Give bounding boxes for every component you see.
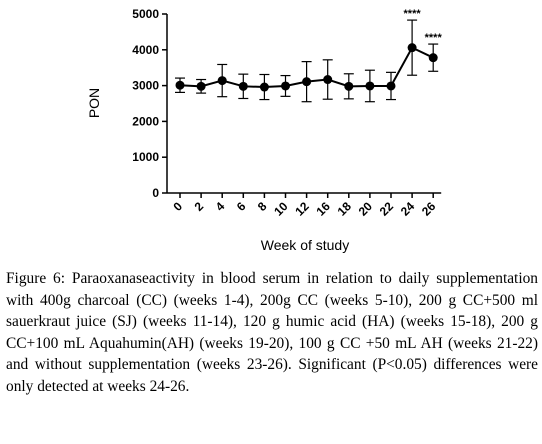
y-tick-label: 4000: [132, 43, 159, 57]
x-axis-title: Week of study: [261, 237, 349, 253]
data-point: [407, 43, 417, 53]
significance-marker: ****: [404, 8, 422, 20]
x-tick-label: 8: [255, 199, 270, 214]
data-point: [365, 81, 375, 91]
y-tick-label: 5000: [132, 7, 159, 21]
y-tick-label: 3000: [132, 79, 159, 93]
y-tick-label: 0: [152, 186, 159, 200]
data-point: [259, 82, 269, 92]
x-tick-label: 6: [234, 199, 249, 214]
x-tick-label: 20: [356, 199, 376, 219]
y-tick-label: 2000: [132, 114, 159, 128]
data-point: [175, 80, 185, 90]
figure-label: Figure 6:: [6, 270, 66, 287]
x-tick-label: 2: [192, 199, 207, 214]
data-point: [386, 81, 396, 91]
data-point: [428, 53, 438, 63]
x-tick-label: 18: [335, 199, 355, 219]
x-tick-label: 22: [377, 199, 397, 219]
figure-caption-text: Paraoxanaseactivity in blood serum in re…: [6, 270, 538, 395]
significance-marker: ****: [425, 32, 443, 44]
figure-caption: Figure 6: Paraoxanaseactivity in blood s…: [6, 268, 538, 397]
data-point: [238, 81, 248, 91]
data-point: [302, 77, 312, 87]
x-tick-label: 26: [419, 199, 439, 219]
data-point: [344, 81, 354, 91]
x-tick-label: 0: [170, 199, 185, 214]
data-point: [217, 76, 227, 86]
y-tick-label: 1000: [132, 150, 159, 164]
x-tick-label: 4: [213, 199, 228, 214]
x-tick-label: 24: [398, 199, 418, 219]
x-tick-label: 10: [271, 199, 291, 219]
y-axis-title: PON: [86, 88, 102, 118]
data-point: [323, 75, 333, 85]
x-tick-label: 16: [313, 199, 333, 219]
data-point: [196, 81, 206, 91]
data-point: [281, 81, 290, 91]
x-tick-label: 12: [292, 199, 312, 219]
